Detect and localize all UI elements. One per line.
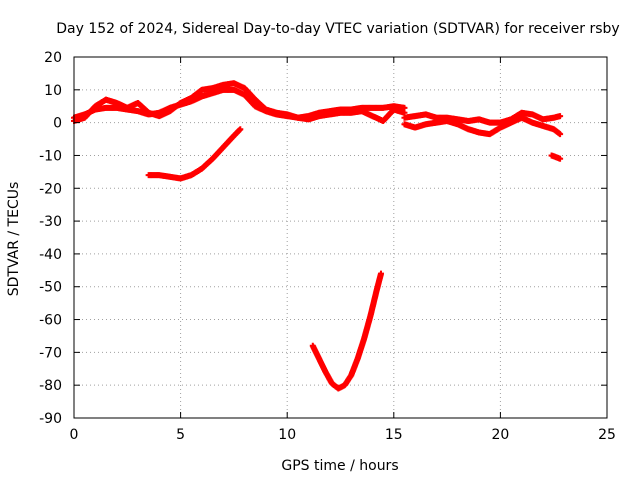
x-tick-label: 10 (278, 427, 296, 443)
y-tick-label: 20 (44, 50, 62, 66)
data-point (557, 113, 564, 120)
y-tick-label: 0 (53, 116, 62, 132)
chart-title: Day 152 of 2024, Sidereal Day-to-day VTE… (56, 21, 619, 37)
y-axis-label: SDTVAR / TECUs (6, 182, 22, 297)
y-tick-label: 10 (44, 83, 62, 99)
axis-ticks (73, 56, 608, 419)
x-tick-label: 0 (70, 427, 79, 443)
x-tick-label: 25 (598, 427, 616, 443)
y-tick-labels: 20 10 0 -10 -20 -30 -40 -50 -60 -70 -80 -90 (39, 50, 62, 427)
y-tick-label: -80 (39, 378, 62, 394)
x-tick-labels: 0 5 10 15 20 25 (70, 427, 616, 443)
y-tick-label: -50 (39, 280, 62, 296)
y-tick-label: -20 (39, 181, 62, 197)
data-point (237, 126, 244, 133)
data-points (71, 80, 564, 392)
x-tick-label: 20 (491, 427, 509, 443)
y-tick-label: -70 (39, 345, 62, 361)
y-tick-label: -30 (39, 214, 62, 230)
series-deep-arc (309, 270, 385, 392)
series-late-fragment (548, 152, 564, 162)
data-point (557, 131, 564, 138)
data-point (557, 155, 564, 162)
y-tick-label: -40 (39, 247, 62, 263)
series-lower-arc (145, 126, 244, 182)
x-tick-label: 5 (176, 427, 185, 443)
series-evening-band-b (401, 114, 564, 138)
y-tick-label: -60 (39, 313, 62, 329)
x-tick-label: 15 (385, 427, 403, 443)
x-axis-label: GPS time / hours (281, 458, 398, 474)
y-tick-label: -90 (39, 411, 62, 427)
data-point (378, 270, 385, 277)
series-main-band-b (71, 80, 408, 124)
plot-frame (73, 56, 608, 419)
y-tick-label: -10 (39, 148, 62, 164)
